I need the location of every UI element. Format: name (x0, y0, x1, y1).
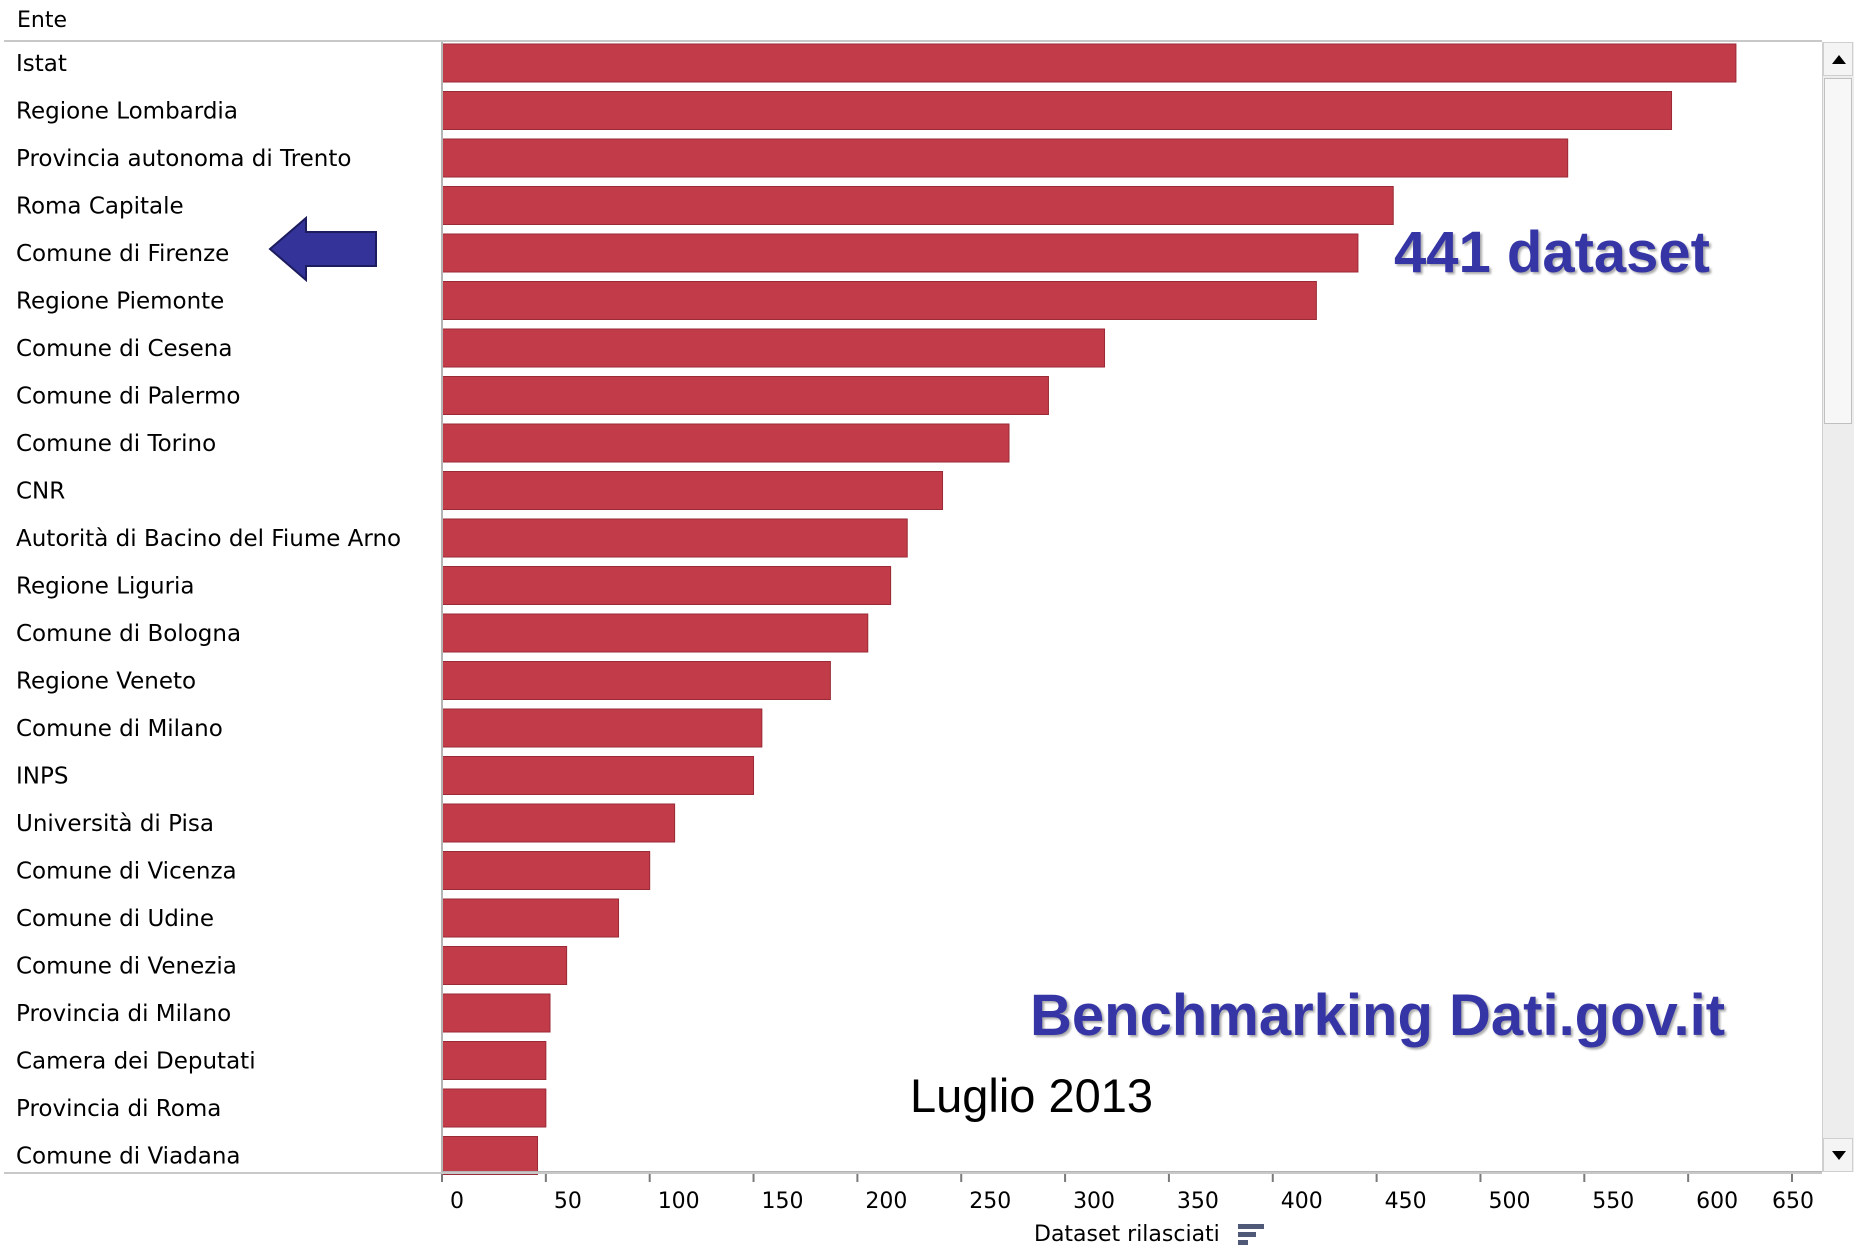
scroll-thumb[interactable] (1824, 78, 1852, 424)
x-tick-label-300: 300 (1073, 1189, 1115, 1214)
bar-comune-di-venezia (441, 946, 568, 985)
bar-comune-di-torino (441, 423, 1010, 463)
bar-provincia-autonoma-di-trento (441, 138, 1569, 178)
x-tick-label-650: 650 (1772, 1189, 1814, 1214)
bar-comune-di-firenze (441, 233, 1359, 273)
bar-universita-di-pisa (441, 803, 676, 843)
category-label-provincia-autonoma-di-trento: Provincia autonoma di Trento (16, 146, 351, 172)
highlight-count-annotation: 441 dataset (1394, 220, 1710, 285)
bar-cnr (441, 471, 944, 510)
bar-provincia-di-milano (441, 993, 551, 1033)
category-label-comune-di-udine: Comune di Udine (16, 906, 214, 932)
x-tick-label-600: 600 (1696, 1189, 1738, 1214)
category-label-camera-dei-deputati: Camera dei Deputati (16, 1049, 256, 1075)
scroll-up-button[interactable] (1823, 42, 1853, 76)
x-axis-title: Dataset rilasciati (1034, 1222, 1220, 1247)
column-header-ente: Ente (17, 8, 68, 33)
bar-comune-di-milano (441, 708, 763, 748)
x-tick-label-50: 50 (554, 1189, 582, 1214)
sort-descending-icon[interactable] (1238, 1224, 1264, 1248)
category-label-regione-lombardia: Regione Lombardia (16, 99, 238, 125)
category-label-provincia-di-milano: Provincia di Milano (16, 1001, 231, 1027)
category-label-cnr: CNR (16, 479, 65, 505)
x-tick-label-150: 150 (762, 1189, 804, 1214)
category-label-istat: Istat (16, 51, 67, 77)
x-tick-label-0: 0 (450, 1189, 464, 1214)
benchmark-title: Benchmarking Dati.gov.it (1030, 983, 1726, 1048)
category-label-comune-di-cesena: Comune di Cesena (16, 336, 232, 362)
category-label-comune-di-venezia: Comune di Venezia (16, 954, 237, 980)
category-label-roma-capitale: Roma Capitale (16, 194, 184, 220)
bar-regione-veneto (441, 661, 831, 700)
category-label-comune-di-firenze: Comune di Firenze (16, 241, 229, 267)
category-label-comune-di-bologna: Comune di Bologna (16, 621, 241, 647)
x-tick-label-550: 550 (1592, 1189, 1634, 1214)
x-tick-label-500: 500 (1488, 1189, 1530, 1214)
bar-regione-lombardia (441, 91, 1673, 130)
bar-regione-piemonte (441, 281, 1317, 320)
category-label-regione-veneto: Regione Veneto (16, 669, 196, 695)
scroll-down-button[interactable] (1823, 1138, 1853, 1172)
bar-regione-liguria (441, 566, 892, 605)
category-label-regione-liguria: Regione Liguria (16, 574, 195, 600)
x-tick-label-100: 100 (658, 1189, 700, 1214)
bar-comune-di-vicenza (441, 851, 651, 890)
header-divider (4, 40, 1822, 42)
bar-comune-di-bologna (441, 613, 869, 653)
vertical-scrollbar[interactable] (1822, 42, 1854, 1172)
bar-comune-di-udine (441, 898, 620, 938)
category-label-universita-di-pisa: Università di Pisa (16, 811, 214, 837)
x-tick-label-450: 450 (1385, 1189, 1427, 1214)
category-label-comune-di-vicenza: Comune di Vicenza (16, 859, 237, 885)
bar-comune-di-cesena (441, 328, 1106, 368)
category-label-comune-di-milano: Comune di Milano (16, 716, 223, 742)
bar-roma-capitale (441, 186, 1394, 225)
category-label-comune-di-torino: Comune di Torino (16, 431, 216, 457)
bar-camera-dei-deputati (441, 1041, 547, 1080)
category-label-comune-di-viadana: Comune di Viadana (16, 1144, 241, 1170)
x-tick-label-350: 350 (1177, 1189, 1219, 1214)
bar-autorita-di-bacino-del-fiume-arno (441, 518, 908, 558)
bar-inps (441, 756, 755, 795)
bar-provincia-di-roma (441, 1088, 547, 1128)
category-label-inps: INPS (16, 764, 68, 790)
x-tick-label-250: 250 (969, 1189, 1011, 1214)
category-label-comune-di-palermo: Comune di Palermo (16, 384, 240, 410)
x-tick-label-400: 400 (1281, 1189, 1323, 1214)
bar-comune-di-palermo (441, 376, 1049, 415)
bar-istat (441, 43, 1737, 83)
x-tick-label-200: 200 (865, 1189, 907, 1214)
category-label-regione-piemonte: Regione Piemonte (16, 289, 224, 315)
left-arrow-icon (268, 215, 380, 286)
date-caption: Luglio 2013 (910, 1069, 1154, 1122)
category-label-provincia-di-roma: Provincia di Roma (16, 1096, 221, 1122)
bar-comune-di-viadana (441, 1136, 539, 1175)
category-label-autorita-di-bacino-del-fiume-arno: Autorità di Bacino del Fiume Arno (16, 526, 401, 552)
axis-divider (4, 1172, 1822, 1174)
